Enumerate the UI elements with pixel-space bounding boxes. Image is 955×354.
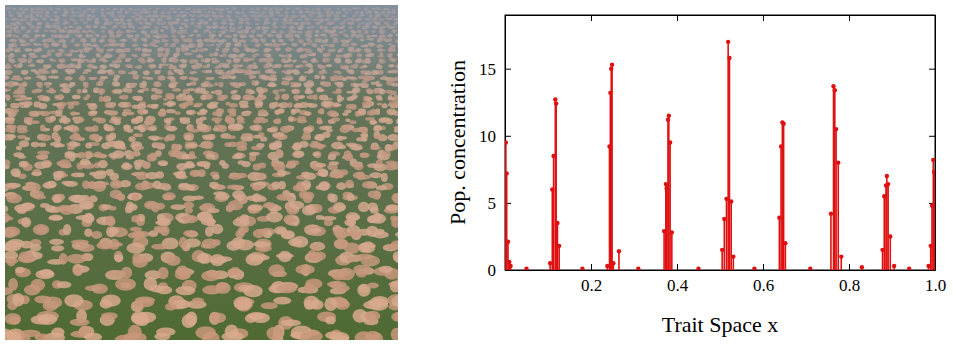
photo-ground — [5, 5, 398, 340]
canvas: 0.20.40.60.81.0051015Trait Space xPop. c… — [0, 0, 955, 354]
aerial-photo — [5, 5, 398, 340]
